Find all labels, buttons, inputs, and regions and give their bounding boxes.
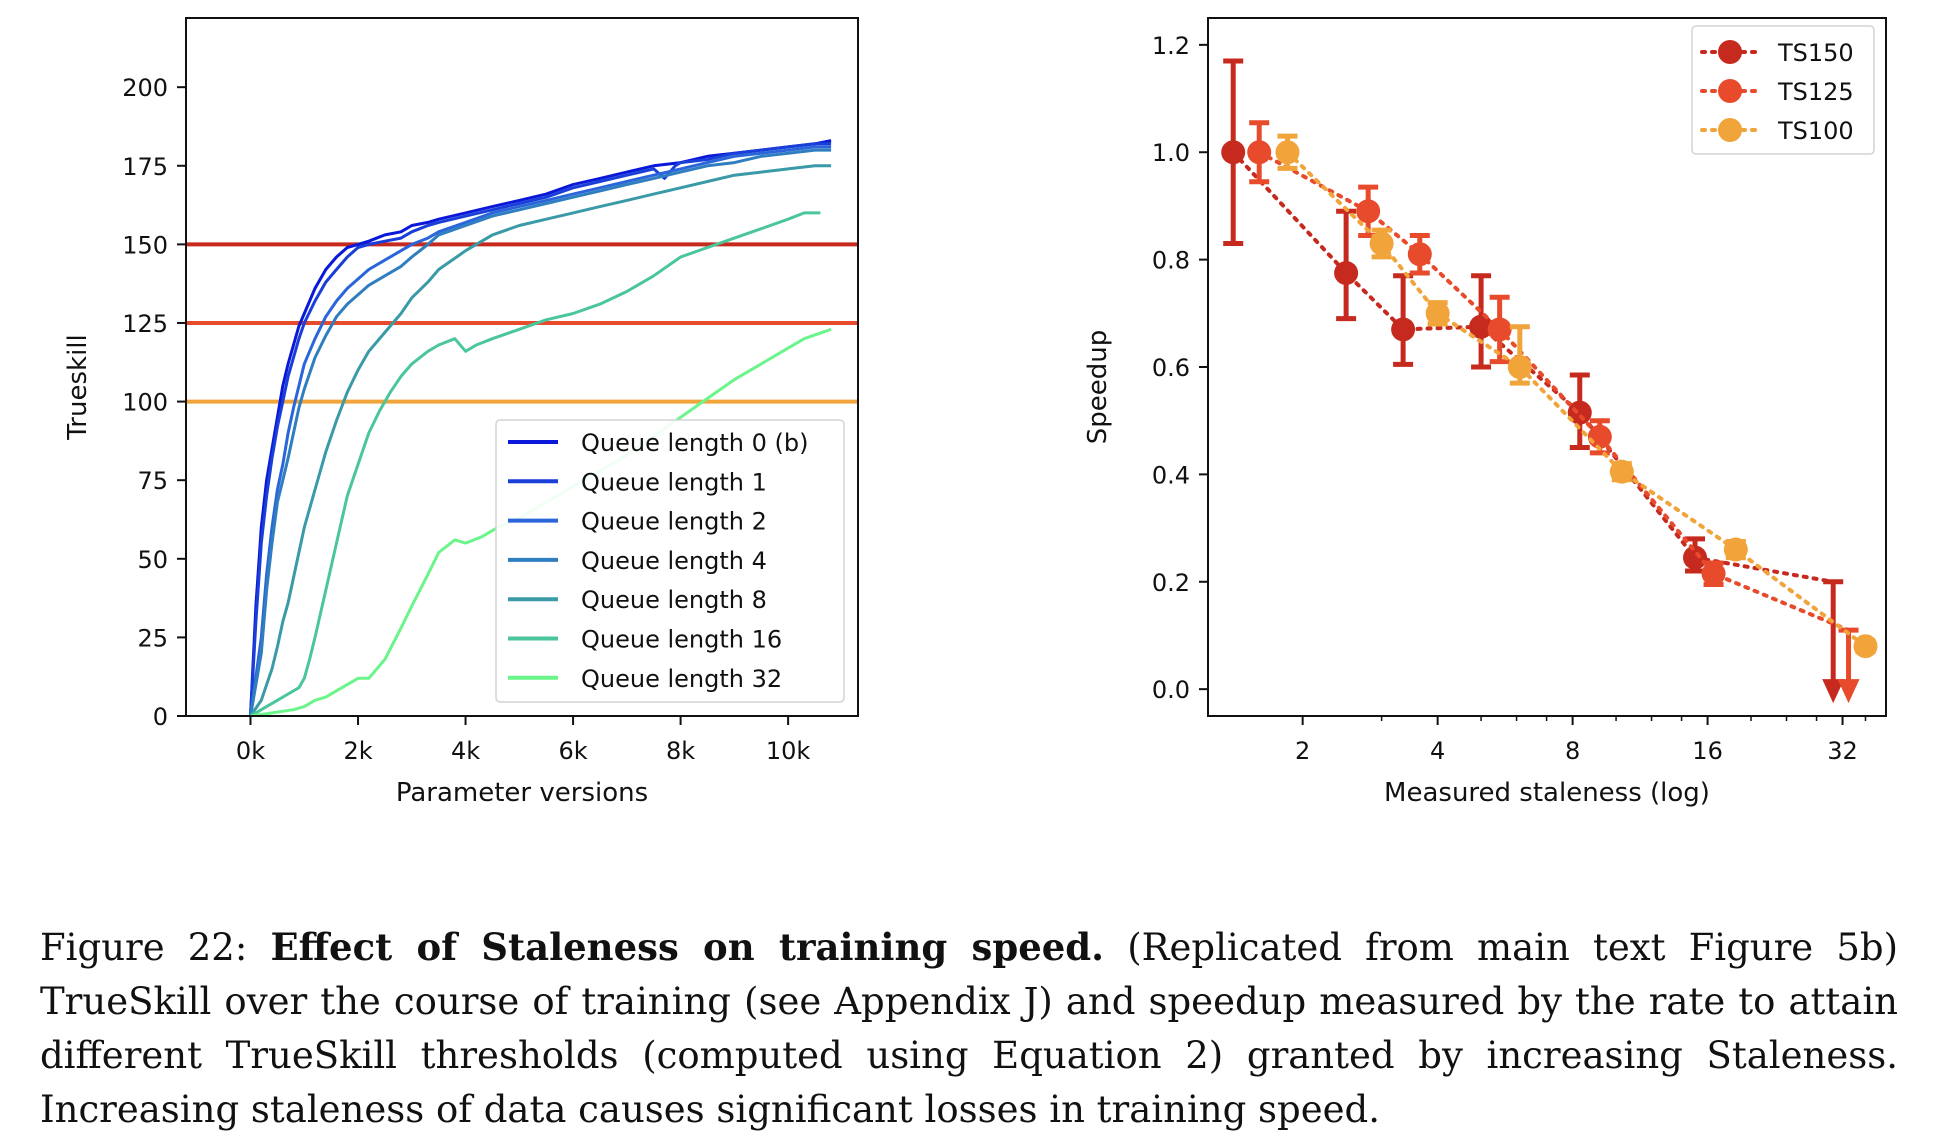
data-point bbox=[1609, 459, 1634, 484]
legend-label: Queue length 1 bbox=[581, 468, 767, 496]
data-point bbox=[1487, 317, 1512, 342]
x-tick-label: 8k bbox=[666, 737, 695, 765]
data-point bbox=[1369, 231, 1394, 256]
figure-caption: Figure 22: Effect of Staleness on traini… bbox=[40, 920, 1898, 1137]
series-line-2 bbox=[249, 145, 832, 717]
x-tick-label: 4 bbox=[1430, 737, 1445, 765]
y-tick-label: 0.2 bbox=[1152, 569, 1190, 597]
legend-label: TS150 bbox=[1777, 39, 1854, 67]
legend-swatch-marker bbox=[1718, 118, 1742, 142]
plot-frame bbox=[185, 17, 859, 717]
data-point bbox=[1853, 634, 1878, 659]
caption-label: Figure 22: bbox=[40, 926, 248, 969]
x-tick-label: 4k bbox=[451, 737, 480, 765]
upper-bound-arrowhead bbox=[1837, 679, 1860, 704]
data-point bbox=[1723, 537, 1748, 562]
legend-label: TS125 bbox=[1777, 78, 1854, 106]
legend-box bbox=[495, 419, 845, 703]
x-tick-label: 0k bbox=[236, 737, 265, 765]
speedup-chart: 2 4 8 16 32 0.0 0.2 0.4 0.6 0.8 1.0 1.2 Measured sta… bbox=[1083, 17, 1887, 808]
data-point bbox=[1391, 317, 1416, 342]
y-tick-label: 0 bbox=[153, 703, 168, 731]
data-point bbox=[1407, 242, 1432, 267]
data-point bbox=[1275, 140, 1300, 165]
data-point bbox=[1701, 561, 1726, 586]
data-point bbox=[1507, 355, 1532, 379]
x-tick-label: 10k bbox=[766, 737, 811, 765]
y-tick-label: 0.4 bbox=[1152, 461, 1190, 489]
data-point bbox=[1425, 301, 1450, 326]
trueskill-chart: 0k 2k 4k 6k 8k 10k 0 25 50 75 100 125 150 175 200 Param… bbox=[63, 17, 859, 808]
caption-body: (Replicated from main text Figure 5b) Tr… bbox=[40, 926, 1899, 1131]
y-axis-label: Trueskill bbox=[63, 334, 93, 441]
series-line-5 bbox=[249, 211, 821, 718]
series-line-3 bbox=[249, 148, 832, 717]
data-point bbox=[1356, 199, 1381, 224]
legend-swatch-marker bbox=[1718, 79, 1742, 103]
y-tick-label: 125 bbox=[122, 310, 168, 338]
legend-swatch-marker bbox=[1718, 40, 1742, 64]
x-axis-label: Parameter versions bbox=[396, 778, 648, 808]
y-tick-label: 1.0 bbox=[1152, 139, 1190, 167]
x-tick-label: 16 bbox=[1692, 737, 1723, 765]
legend-label: Queue length 0 (b) bbox=[581, 429, 808, 457]
data-point bbox=[1567, 400, 1592, 425]
series-line-4 bbox=[249, 164, 832, 717]
figure: 0k 2k 4k 6k 8k 10k 0 25 50 75 100 125 150 175 200 Param… bbox=[63, 17, 1887, 808]
y-axis-label: Speedup bbox=[1083, 330, 1113, 445]
data-point bbox=[1683, 545, 1708, 570]
y-tick-label: 25 bbox=[137, 624, 168, 652]
y-tick-label: 200 bbox=[122, 74, 168, 102]
legend-label: Queue length 2 bbox=[581, 508, 767, 536]
y-tick-label: 150 bbox=[122, 231, 168, 259]
legend-label: Queue length 32 bbox=[581, 665, 782, 693]
y-tick-label: 0.6 bbox=[1152, 354, 1190, 382]
y-tick-label: 1.2 bbox=[1152, 32, 1190, 60]
data-point bbox=[1334, 261, 1359, 286]
y-tick-label: 75 bbox=[137, 467, 168, 495]
data-point bbox=[1247, 140, 1272, 165]
y-tick-label: 175 bbox=[122, 153, 168, 181]
legend-label: Queue length 16 bbox=[581, 626, 782, 654]
caption-title: Effect of Staleness on training speed. bbox=[270, 925, 1105, 969]
y-tick-label: 100 bbox=[122, 389, 168, 417]
data-point bbox=[1587, 424, 1612, 449]
y-tick-label: 50 bbox=[137, 546, 168, 574]
legend-label: TS100 bbox=[1777, 117, 1854, 145]
x-tick-label: 6k bbox=[558, 737, 587, 765]
series-line-6 bbox=[250, 327, 832, 718]
y-tick-label: 0.0 bbox=[1152, 676, 1190, 704]
x-tick-label: 8 bbox=[1565, 737, 1580, 765]
upper-bound-arrowhead bbox=[1822, 679, 1845, 704]
series-line-1 bbox=[249, 142, 832, 717]
x-tick-label: 32 bbox=[1827, 737, 1858, 765]
legend-label: Queue length 4 bbox=[581, 547, 767, 575]
x-tick-label: 2k bbox=[343, 737, 372, 765]
data-point bbox=[1221, 140, 1246, 165]
x-axis-label: Measured staleness (log) bbox=[1384, 778, 1710, 808]
legend-label: Queue length 8 bbox=[581, 586, 767, 614]
x-tick-label: 2 bbox=[1295, 737, 1310, 765]
y-tick-label: 0.8 bbox=[1152, 247, 1190, 275]
data-point bbox=[1469, 314, 1494, 339]
